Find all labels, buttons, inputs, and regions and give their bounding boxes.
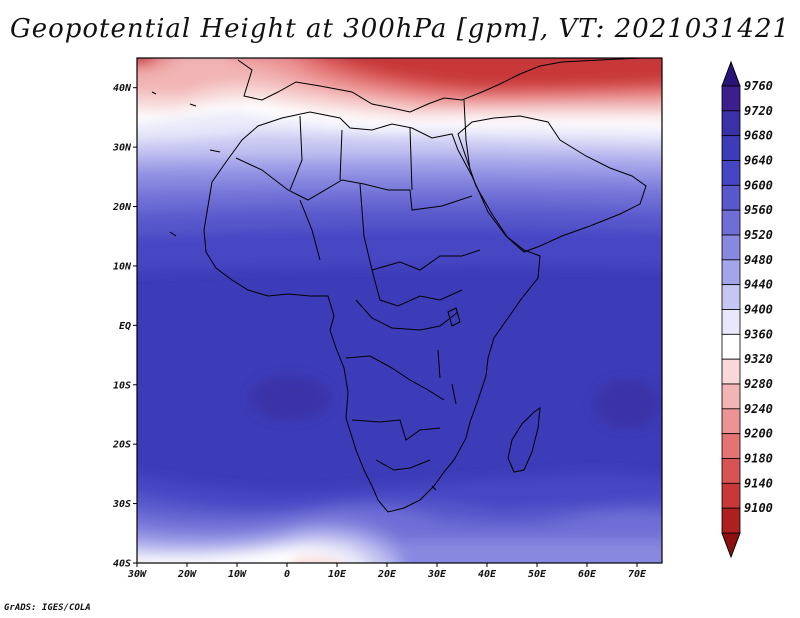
colorbar-swatch: [721, 135, 741, 161]
grads-credit: GrADS: IGES/COLA: [4, 603, 91, 613]
colorbar-swatch: [721, 458, 741, 484]
lon-tick-label: 70E: [628, 569, 647, 580]
colorbar-swatch: [721, 110, 741, 137]
lon-tick-label: 50E: [528, 569, 547, 580]
lat-tick-label: 40S: [113, 559, 131, 570]
europe-coastline: [237, 58, 662, 113]
colorbar-swatch: [721, 358, 741, 385]
lon-tick-label: 30E: [427, 569, 447, 580]
lon-tick-label: 10W: [228, 569, 247, 580]
high-center-atlantic: [250, 376, 330, 420]
colorbar-label: 9440: [744, 278, 773, 292]
colorbar-swatch: [721, 259, 741, 286]
colorbar-swatch: [721, 333, 741, 360]
longitude-axis: 30W 20W 10W 0 10E 20E 30E 40E 50E 60E 70E: [127, 563, 647, 580]
colorbar-bottom-triangle: [721, 532, 741, 559]
colorbar-label: 9600: [744, 178, 773, 192]
colorbar-label: 9240: [744, 402, 773, 416]
colorbar-swatch: [721, 209, 741, 236]
lon-tick-label: 40E: [478, 569, 497, 580]
colorbar-label: 9320: [744, 352, 773, 366]
band-9140: [340, 58, 662, 86]
height-field: [137, 58, 662, 563]
colorbar-swatch: [721, 433, 741, 459]
lat-tick-label: 20N: [112, 202, 132, 213]
lon-tick-label: 10E: [328, 569, 347, 580]
colorbar-swatch: [721, 85, 741, 112]
band-s-9440: [137, 535, 391, 563]
inland-borders: [235, 99, 481, 471]
coastlines: [151, 58, 662, 513]
colorbar-swatch: [721, 160, 741, 186]
colorbar-label: 9680: [744, 129, 773, 143]
colorbar-label: 9140: [744, 476, 773, 490]
colorbar-swatch: [721, 234, 741, 261]
colorbar-swatch: [721, 309, 741, 335]
colorbar-swatch: [721, 383, 741, 410]
africa-coastline: [203, 111, 541, 513]
colorbar-label: 9480: [744, 253, 773, 267]
chart-title: Geopotential Height at 300hPa [gpm], VT:…: [9, 14, 791, 44]
colorbar-swatch: [721, 507, 741, 534]
colorbar-label: 9200: [744, 427, 773, 441]
colorbar-label: 9400: [744, 303, 773, 317]
lon-tick-label: 30W: [127, 569, 147, 580]
lat-tick-label: 20S: [112, 440, 131, 451]
colorbar-label: 9100: [744, 501, 773, 515]
colorbar-top-triangle: [721, 60, 741, 87]
colorbar-swatch: [721, 408, 741, 435]
lakes: [437, 307, 461, 405]
colorbar-label: 9520: [744, 228, 773, 242]
plot-frame: [136, 57, 663, 564]
high-center-indian: [594, 380, 662, 428]
colorbar-label: 9180: [744, 452, 773, 466]
colorbar-label: 9280: [744, 377, 773, 391]
lat-tick-label: 30N: [112, 143, 132, 154]
latitude-axis: 40N 30N 20N 10N EQ 10S 20S 30S 40S: [112, 83, 137, 570]
colorbar-label: 9720: [744, 104, 773, 118]
lat-tick-label: 10S: [113, 380, 131, 391]
arabia-coastline: [457, 115, 647, 253]
lon-tick-label: 20E: [377, 569, 397, 580]
islands: [151, 91, 437, 491]
lon-tick-label: 20W: [177, 569, 197, 580]
lat-tick-label: 40N: [113, 83, 132, 94]
colorbar-label: 9640: [744, 154, 773, 168]
colorbar-swatch: [721, 482, 741, 509]
colorbar-label: 9560: [744, 203, 773, 217]
colorbar-label: 9760: [744, 79, 773, 93]
colorbar-swatch: [721, 184, 741, 211]
colorbar: 9760 9720 9680 9640 9600 9560 9520 9480 9440 9400…: [721, 60, 773, 559]
colorbar-swatch: [721, 284, 741, 310]
colorbar-label: 9360: [744, 327, 773, 341]
lon-tick-label: 0: [284, 569, 290, 580]
madagascar-coastline: [507, 406, 541, 473]
band-9140-west: [137, 58, 155, 64]
lon-tick-label: 60E: [578, 569, 597, 580]
lat-tick-label: 10N: [113, 261, 132, 272]
band-s-9320: [290, 556, 340, 563]
lat-tick-label: EQ: [119, 321, 131, 332]
lat-tick-label: 30S: [112, 499, 131, 510]
